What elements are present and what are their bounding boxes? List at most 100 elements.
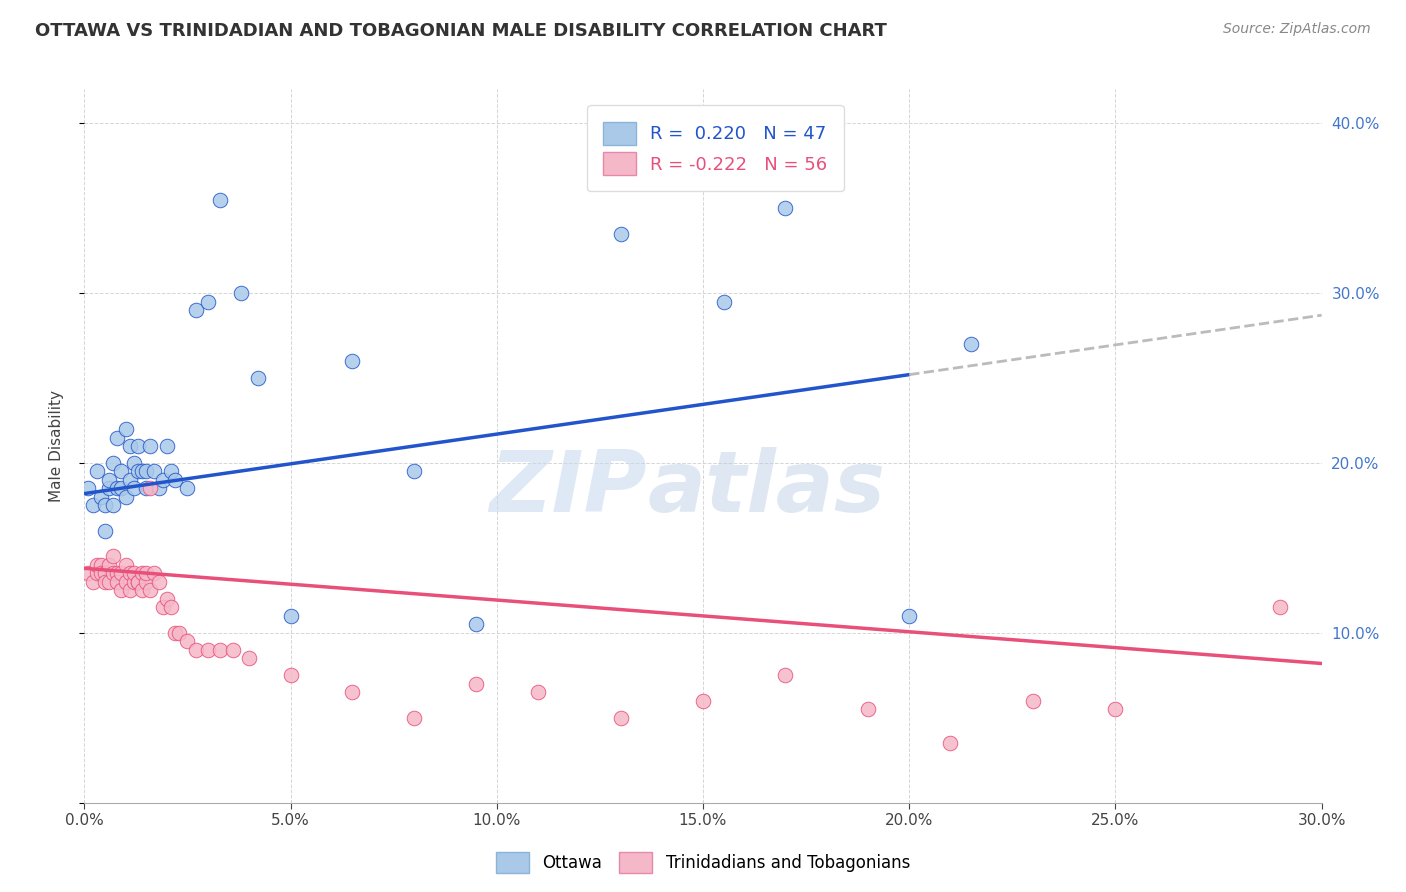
Point	[105, 574, 128, 589]
Point	[82, 499, 104, 513]
Point	[184, 303, 207, 318]
Point	[94, 524, 117, 538]
Point	[160, 465, 183, 479]
Point	[98, 574, 121, 589]
Point	[103, 566, 125, 581]
Point	[465, 617, 488, 632]
Point	[222, 643, 245, 657]
Point	[98, 473, 121, 487]
Text: atlas: atlas	[647, 447, 886, 531]
Point	[94, 499, 117, 513]
Point	[118, 473, 141, 487]
Point	[139, 482, 162, 496]
Point	[90, 558, 112, 572]
Point	[86, 558, 108, 572]
Point	[197, 294, 219, 309]
Point	[148, 482, 170, 496]
Point	[692, 694, 714, 708]
Point	[156, 439, 179, 453]
Point	[229, 286, 252, 301]
Y-axis label: Male Disability: Male Disability	[49, 390, 63, 502]
Point	[110, 465, 132, 479]
Point	[122, 456, 145, 470]
Point	[105, 482, 128, 496]
Point	[103, 549, 125, 564]
Point	[939, 736, 962, 750]
Point	[131, 566, 153, 581]
Point	[609, 227, 631, 241]
Point	[135, 465, 157, 479]
Point	[94, 574, 117, 589]
Point	[184, 643, 207, 657]
Point	[1104, 702, 1126, 716]
Point	[110, 583, 132, 598]
Point	[118, 566, 141, 581]
Point	[160, 600, 183, 615]
Point	[127, 465, 149, 479]
Point	[118, 439, 141, 453]
Point	[94, 566, 117, 581]
Point	[165, 473, 187, 487]
Point	[114, 574, 136, 589]
Point	[404, 465, 426, 479]
Point	[103, 456, 125, 470]
Point	[118, 583, 141, 598]
Point	[775, 668, 797, 682]
Point	[280, 668, 302, 682]
Point	[342, 685, 364, 699]
Point	[90, 566, 112, 581]
Point	[135, 482, 157, 496]
Point	[122, 566, 145, 581]
Point	[105, 566, 128, 581]
Point	[114, 558, 136, 572]
Point	[127, 574, 149, 589]
Point	[713, 294, 735, 309]
Point	[98, 558, 121, 572]
Point	[465, 677, 488, 691]
Point	[209, 193, 232, 207]
Point	[856, 702, 879, 716]
Point	[156, 591, 179, 606]
Legend: R =  0.220   N = 47, R = -0.222   N = 56: R = 0.220 N = 47, R = -0.222 N = 56	[588, 105, 844, 192]
Point	[238, 651, 260, 665]
Point	[86, 465, 108, 479]
Point	[110, 566, 132, 581]
Point	[82, 574, 104, 589]
Point	[127, 574, 149, 589]
Point	[139, 439, 162, 453]
Point	[122, 482, 145, 496]
Text: Source: ZipAtlas.com: Source: ZipAtlas.com	[1223, 22, 1371, 37]
Legend: Ottawa, Trinidadians and Tobagonians: Ottawa, Trinidadians and Tobagonians	[489, 846, 917, 880]
Point	[127, 439, 149, 453]
Point	[122, 574, 145, 589]
Point	[131, 465, 153, 479]
Point	[342, 354, 364, 368]
Point	[98, 482, 121, 496]
Point	[404, 711, 426, 725]
Point	[165, 626, 187, 640]
Point	[114, 422, 136, 436]
Point	[110, 482, 132, 496]
Point	[139, 583, 162, 598]
Point	[609, 711, 631, 725]
Point	[1270, 600, 1292, 615]
Point	[152, 473, 174, 487]
Point	[960, 337, 983, 351]
Point	[775, 201, 797, 215]
Point	[131, 583, 153, 598]
Point	[143, 465, 166, 479]
Text: ZIP: ZIP	[489, 447, 647, 531]
Point	[898, 608, 921, 623]
Point	[86, 566, 108, 581]
Point	[176, 482, 198, 496]
Point	[280, 608, 302, 623]
Point	[148, 574, 170, 589]
Point	[90, 490, 112, 504]
Point	[135, 566, 157, 581]
Text: OTTAWA VS TRINIDADIAN AND TOBAGONIAN MALE DISABILITY CORRELATION CHART: OTTAWA VS TRINIDADIAN AND TOBAGONIAN MAL…	[35, 22, 887, 40]
Point	[167, 626, 190, 640]
Point	[152, 600, 174, 615]
Point	[135, 574, 157, 589]
Point	[103, 499, 125, 513]
Point	[77, 482, 100, 496]
